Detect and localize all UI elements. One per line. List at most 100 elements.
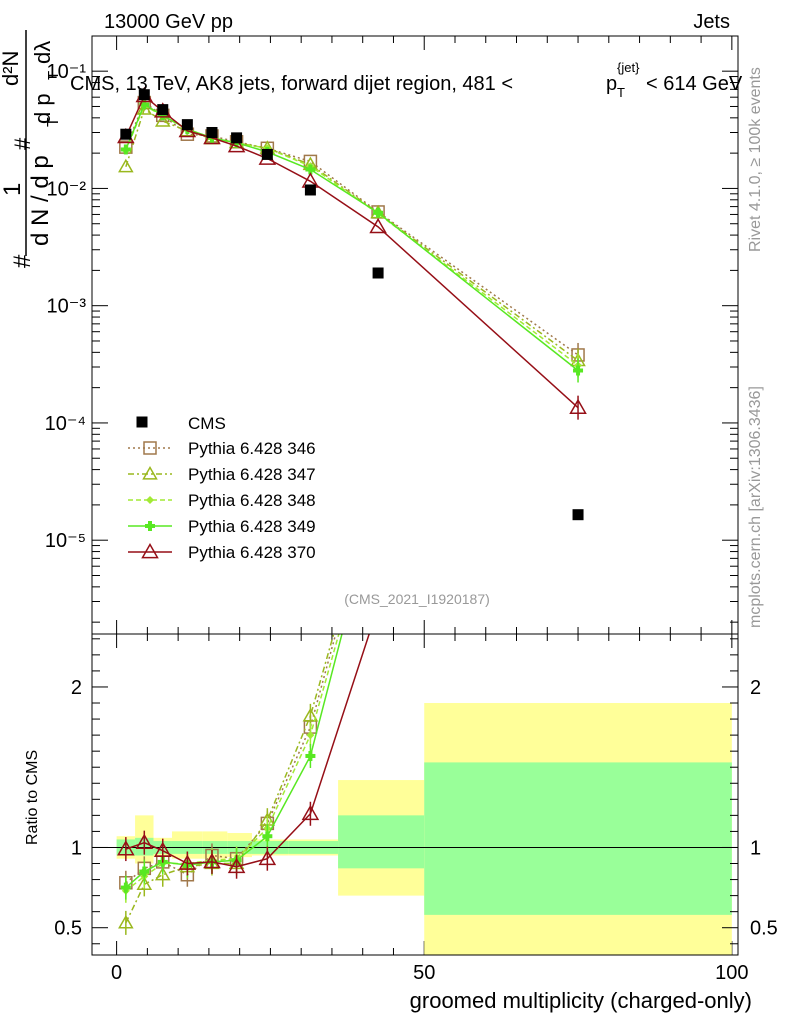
series-line-s346 xyxy=(125,101,579,356)
cms-point xyxy=(304,184,316,196)
ratio-marker-s370 xyxy=(258,849,277,866)
ratio-marker-s370 xyxy=(301,804,320,821)
cms-point xyxy=(231,132,243,144)
ratio-marker-s370 xyxy=(135,833,154,850)
cms-point xyxy=(157,104,169,116)
marker-s370 xyxy=(569,398,587,415)
cms-point xyxy=(372,267,384,279)
rivet-label: Rivet 4.1.0, ≥ 100k events xyxy=(747,67,764,252)
y-tick-label: 10⁻³ xyxy=(47,296,87,318)
ratio-marker-s370 xyxy=(203,852,221,869)
ylabel-den2: d p xyxy=(30,93,55,124)
legend-marker-s370 xyxy=(141,542,159,559)
legend-cms-marker xyxy=(136,416,148,428)
ratio-marker-s349-h xyxy=(262,834,273,839)
ratio-line-s370 xyxy=(125,634,370,868)
legend-marker-s347 xyxy=(142,465,158,480)
y-axis-label: # d N / d p T 1 # d²N d p T dλ xyxy=(0,30,62,268)
ratio-series xyxy=(117,634,370,935)
title-main: CMS, 13 TeV, AK8 jets, forward dijet reg… xyxy=(70,73,513,95)
ylabel-one: 1 xyxy=(0,183,26,196)
ratio-line-s347 xyxy=(125,634,335,924)
cms-point xyxy=(138,89,150,101)
ylabel-dl: dλ xyxy=(30,41,55,64)
marker-s347 xyxy=(118,158,134,173)
ratio-marker-s370 xyxy=(178,854,197,870)
marker-s349-h xyxy=(305,167,316,172)
ratio-tick-label: 0.5 xyxy=(54,918,82,940)
marker-s349-h xyxy=(120,147,131,152)
x-tick-label: 50 xyxy=(413,962,435,984)
ratio-marker-s349-h xyxy=(139,869,150,874)
ratio-marker-s370 xyxy=(227,857,246,874)
ratio-tick-label-right: 0.5 xyxy=(750,918,778,940)
marker-s349-h xyxy=(373,210,384,215)
marker-s349-h xyxy=(573,368,584,373)
mcplots-label: mcplots.cern.ch [arXiv:1306.3436] xyxy=(747,386,764,628)
ratio-tick-label-right: 1 xyxy=(750,837,761,859)
lower-frame xyxy=(91,633,739,956)
ratio-marker-s347 xyxy=(302,707,319,722)
title-tail: < 614 GeV xyxy=(646,73,743,95)
ylabel-den-sub: T xyxy=(45,117,62,127)
green-band xyxy=(338,815,425,869)
ylabel-hash1: # xyxy=(9,254,36,268)
legend: CMS Pythia 6.428 346 Pythia 6.428 347 Pythi… xyxy=(128,414,316,562)
ylabel-den2-sub: T xyxy=(45,71,62,80)
y-tick-label: 10⁻² xyxy=(47,178,87,200)
x-tick-label: 100 xyxy=(715,962,748,984)
marker-s349-h xyxy=(139,102,150,107)
y-tick-label: 10⁻⁵ xyxy=(45,530,86,552)
ratio-tick-label: 2 xyxy=(71,677,82,699)
header-energy: 13000 GeV pp xyxy=(104,11,233,33)
legend-marker-s349-h xyxy=(145,524,155,528)
series-line-s347 xyxy=(125,107,579,362)
ylabel-hash2: # xyxy=(10,137,35,150)
cms-point xyxy=(261,148,273,160)
ratio-marker-s370 xyxy=(153,841,172,858)
legend-label-s346: Pythia 6.428 346 xyxy=(188,439,316,458)
marker-s349-h xyxy=(157,113,168,118)
y-tick-label: 10⁻¹ xyxy=(47,61,87,83)
legend-label-s347: Pythia 6.428 347 xyxy=(188,465,316,484)
series-line-s370 xyxy=(125,94,579,409)
y-tick-label: 10⁻⁴ xyxy=(45,413,86,435)
ylabel-den: d N / d p xyxy=(27,155,54,246)
series-line-s349 xyxy=(125,103,579,372)
marker-s370 xyxy=(227,137,246,153)
legend-cms-label: CMS xyxy=(188,414,226,433)
analysis-label: (CMS_2021_I1920187) xyxy=(344,591,490,607)
cms-point xyxy=(206,126,218,138)
ratio-marker-s347 xyxy=(136,876,153,891)
ratio-marker-s348 xyxy=(306,731,315,740)
marker-s347 xyxy=(136,101,153,115)
legend-marker-s346 xyxy=(143,441,157,455)
ylabel-num: d²N xyxy=(0,51,23,86)
x-axis-label: groomed multiplicity (charged-only) xyxy=(410,988,752,1013)
legend-label-s349: Pythia 6.428 349 xyxy=(188,517,316,536)
header-category: Jets xyxy=(693,11,730,33)
cms-point xyxy=(120,128,132,140)
ratio-line-s349 xyxy=(125,634,343,889)
ratio-marker-s370 xyxy=(117,840,135,856)
ratio-marker-s347 xyxy=(154,866,171,881)
title-p: p xyxy=(606,73,617,95)
ratio-ylabel: Ratio to CMS xyxy=(24,750,41,845)
legend-label-s348: Pythia 6.428 348 xyxy=(188,491,316,510)
ratio-tick-label: 1 xyxy=(71,837,82,859)
ratio-marker-s349-h xyxy=(305,753,316,758)
cms-point xyxy=(181,119,193,131)
legend-label-s370: Pythia 6.428 370 xyxy=(188,543,316,562)
ratio-tick-label-right: 2 xyxy=(750,677,761,699)
marker-s347 xyxy=(154,113,171,127)
series-line-s348 xyxy=(125,104,579,366)
ratio-marker-s349-h xyxy=(120,885,131,890)
title-sup: {jet} xyxy=(617,60,640,75)
marker-s370 xyxy=(369,217,387,234)
x-tick-label: 0 xyxy=(111,962,122,984)
legend-marker-s348 xyxy=(146,496,154,504)
ratio-line-s348 xyxy=(125,634,340,892)
ratio-marker-s347 xyxy=(118,914,134,929)
